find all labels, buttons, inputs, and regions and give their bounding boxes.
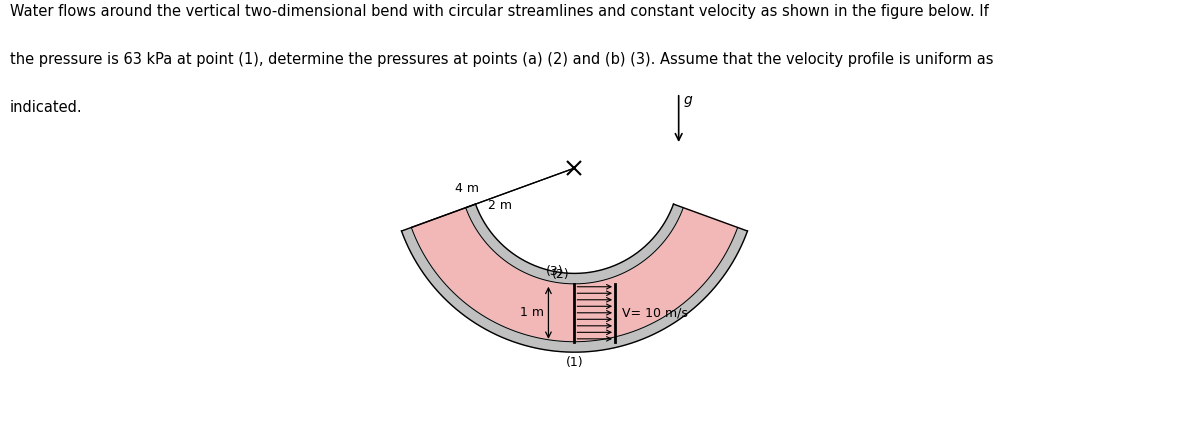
Text: g: g (683, 93, 692, 107)
Text: 1 m: 1 m (520, 307, 544, 319)
Text: Water flows around the vertical two-dimensional bend with circular streamlines a: Water flows around the vertical two-dime… (10, 4, 989, 19)
Wedge shape (466, 204, 683, 284)
Text: the pressure is 63 kPa at point (1), determine the pressures at points (a) (2) a: the pressure is 63 kPa at point (1), det… (10, 52, 994, 67)
Wedge shape (402, 228, 748, 352)
Text: V= 10 m/s: V= 10 m/s (622, 307, 688, 319)
Text: (1): (1) (565, 356, 583, 369)
Text: (2): (2) (552, 268, 570, 281)
Wedge shape (412, 208, 738, 342)
Text: 4 m: 4 m (455, 182, 479, 195)
Text: indicated.: indicated. (10, 100, 83, 115)
Text: (3): (3) (546, 265, 563, 278)
Text: 2 m: 2 m (487, 198, 511, 211)
